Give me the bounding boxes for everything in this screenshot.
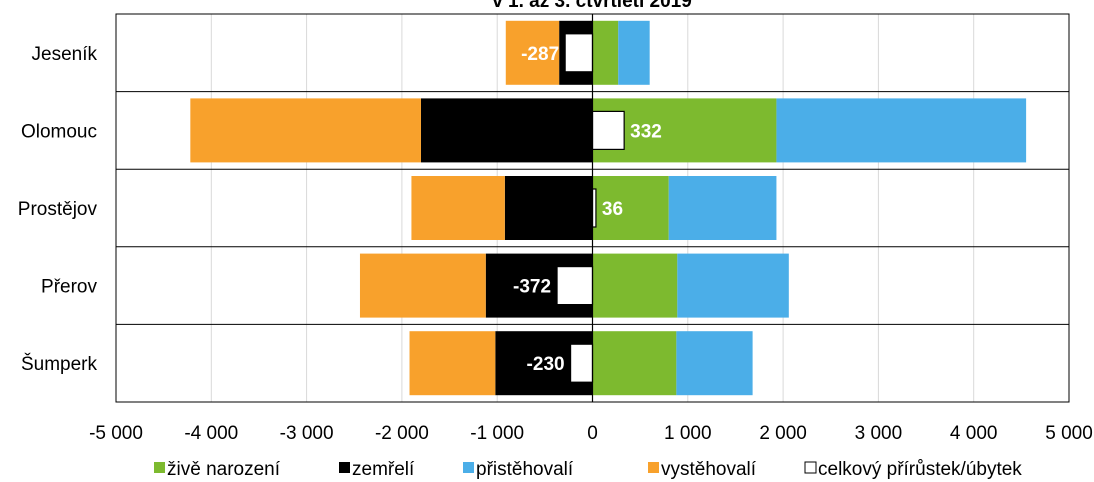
x-tick-label: 5 000 — [1045, 423, 1093, 444]
bar-immigrants — [676, 331, 753, 396]
category-label: Prostějov — [18, 199, 98, 220]
x-tick-label: -2 000 — [375, 423, 429, 444]
legend-label: vystěhovalí — [661, 459, 757, 480]
legend-swatch — [339, 462, 350, 473]
bar-total-change — [569, 343, 594, 383]
category-label: Přerov — [41, 277, 97, 298]
bar-emigrants — [409, 331, 496, 396]
bar-total-change — [591, 110, 625, 151]
category-label: Šumperk — [21, 353, 98, 375]
bar-immigrants — [776, 98, 1027, 163]
legend-swatch — [463, 462, 474, 473]
bar-immigrants — [668, 176, 777, 240]
bar-deaths — [420, 98, 593, 163]
bar-births — [592, 176, 669, 240]
bars — [190, 14, 1027, 402]
bar-deaths — [504, 176, 593, 240]
x-tick-label: -5 000 — [89, 423, 143, 444]
x-tick-label: -1 000 — [470, 423, 524, 444]
bar-immigrants — [677, 253, 789, 318]
data-labels: -287 332 36 -372 -230 — [513, 44, 662, 375]
data-label: 332 — [630, 121, 662, 142]
bar-immigrants — [618, 20, 650, 85]
bar-births — [592, 253, 678, 318]
bar-emigrants — [411, 176, 505, 240]
bar-emigrants — [190, 98, 421, 163]
legend-label: zemřelí — [352, 459, 415, 480]
bar-births — [592, 331, 677, 396]
bar-emigrants — [505, 20, 560, 85]
data-label: 36 — [602, 199, 623, 220]
bar-emigrants — [359, 253, 486, 318]
data-label: -230 — [527, 354, 565, 375]
legend-label: živě narození — [167, 459, 281, 480]
legend-swatch — [804, 461, 817, 474]
x-tick-label: 4 000 — [950, 423, 998, 444]
legend: živě narození zemřelí přistěhovalí vystěhov… — [154, 459, 1022, 480]
bar-total-change — [556, 266, 594, 306]
x-axis-ticks: -5 000 -4 000 -3 000 -2 000 -1 000 0 1 000 2 00… — [89, 423, 1093, 444]
plot-border — [115, 13, 1070, 403]
x-tick-label: 1 000 — [664, 423, 712, 444]
category-label: Olomouc — [21, 121, 97, 142]
legend-label: celkový přírůstek/úbytek — [818, 459, 1022, 480]
legend-swatch — [154, 462, 165, 473]
x-tick-label: -3 000 — [280, 423, 334, 444]
legend-label: přistěhovalí — [476, 459, 574, 480]
legend-swatch — [648, 462, 659, 473]
x-tick-label: 0 — [587, 423, 598, 444]
x-tick-label: 2 000 — [759, 423, 807, 444]
category-label: Jeseník — [32, 44, 98, 65]
bar-total-change — [564, 33, 594, 73]
x-tick-label: -4 000 — [184, 423, 238, 444]
plot-frame — [115, 13, 1070, 403]
data-label: -287 — [521, 44, 559, 65]
data-label: -372 — [513, 277, 551, 298]
bar-births — [592, 20, 619, 85]
category-labels: Jeseník Olomouc Prostějov Přerov Šumperk — [18, 44, 98, 375]
chart-title: v 1. až 3. čtvrtletí 2019 — [492, 0, 692, 12]
x-tick-label: 3 000 — [855, 423, 903, 444]
